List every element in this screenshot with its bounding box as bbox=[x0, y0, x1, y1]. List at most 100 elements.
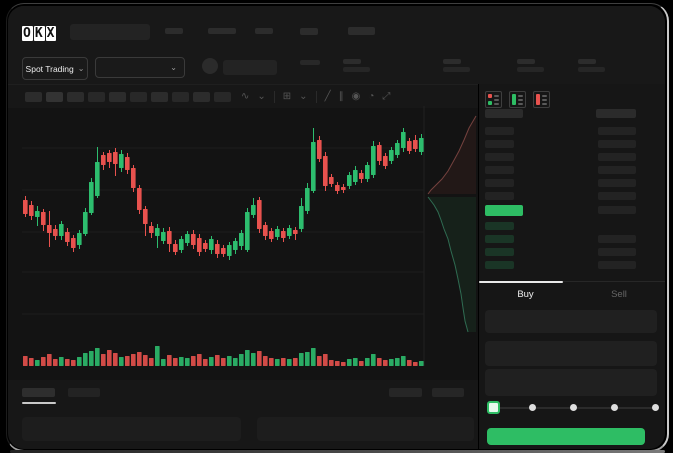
skeleton-nav-item bbox=[208, 28, 236, 34]
skeleton-stat-value bbox=[443, 67, 470, 72]
ask-row-bar bbox=[598, 166, 636, 174]
skeleton-timeframe-button bbox=[151, 91, 168, 102]
buy-tab-indicator bbox=[479, 281, 563, 283]
market-type-dropdown[interactable]: Spot Trading ⌄ bbox=[22, 57, 88, 80]
skeleton-stat-label bbox=[578, 59, 596, 64]
ask-row-bar bbox=[598, 192, 636, 200]
chart-tool-icons: ∿ ⌄ ⊞ ⌄ ╱ ∥ ◉ ◔ ⤢ bbox=[241, 90, 391, 103]
pair-selector-dropdown[interactable]: ⌄ bbox=[95, 57, 185, 78]
slider-handle[interactable] bbox=[487, 401, 500, 414]
skeleton-stat-label bbox=[443, 59, 461, 64]
orders-tab-active[interactable] bbox=[22, 388, 55, 397]
chevron-down-icon[interactable]: ⌄ bbox=[257, 90, 266, 102]
last-price-pill bbox=[485, 205, 523, 216]
ask-row-bar bbox=[485, 179, 514, 187]
ask-row-bar bbox=[485, 166, 514, 174]
chart-toolbar: ∿ ⌄ ⊞ ⌄ ╱ ∥ ◉ ◔ ⤢ bbox=[8, 85, 478, 108]
bid-row-bar bbox=[598, 235, 636, 243]
ask-row-bar bbox=[485, 140, 514, 148]
skeleton-timeframe-button bbox=[193, 91, 210, 102]
active-tab-underline bbox=[22, 402, 56, 404]
ask-row-bar bbox=[485, 153, 514, 161]
bid-row-bar bbox=[485, 222, 514, 230]
skeleton-timeframe-button bbox=[67, 91, 84, 102]
ask-row-bar bbox=[598, 140, 636, 148]
expand-icon[interactable]: ⤢ bbox=[382, 90, 391, 102]
parallel-lines-icon[interactable]: ∥ bbox=[338, 90, 344, 102]
skeleton-timeframe-button bbox=[46, 91, 63, 102]
chevron-down-icon[interactable]: ⌄ bbox=[299, 90, 308, 102]
skeleton-stat bbox=[300, 60, 320, 65]
device-base-edge bbox=[10, 450, 665, 453]
bid-row-bar bbox=[598, 248, 636, 256]
slider-stop[interactable] bbox=[529, 404, 536, 411]
skeleton-stat-value bbox=[578, 67, 605, 72]
chevron-down-icon: ⌄ bbox=[77, 63, 85, 73]
slider-stop[interactable] bbox=[611, 404, 618, 411]
candle-style-icon[interactable]: ∿ bbox=[241, 90, 250, 102]
skeleton-timeframe-button bbox=[130, 91, 147, 102]
skeleton-stat-value bbox=[517, 67, 544, 72]
ask-row-bar bbox=[598, 179, 636, 187]
trade-tabs: Buy Sell bbox=[479, 281, 665, 306]
orderbook-header-price bbox=[485, 109, 523, 118]
history-icon[interactable]: ◔ bbox=[368, 90, 375, 102]
tab-buy[interactable]: Buy bbox=[517, 289, 534, 300]
market-type-label: Spot Trading bbox=[25, 63, 74, 74]
skeleton-stat-value bbox=[343, 67, 370, 72]
orderbook-layout-bids-icon[interactable] bbox=[509, 91, 526, 108]
skeleton-timeframe-button bbox=[214, 91, 231, 102]
snapshot-icon[interactable]: ◉ bbox=[351, 90, 361, 102]
skeleton-stat-label bbox=[517, 59, 535, 64]
ask-row-bar bbox=[485, 192, 514, 200]
bid-row-bar bbox=[485, 261, 514, 269]
separator bbox=[315, 90, 317, 103]
skeleton-pair-name bbox=[223, 60, 277, 75]
orderbook-layout-both-icon[interactable] bbox=[485, 91, 502, 108]
skeleton-search bbox=[70, 24, 150, 40]
trendline-icon[interactable]: ╱ bbox=[324, 90, 331, 102]
skeleton-timeframe-button bbox=[109, 91, 126, 102]
skeleton-panel bbox=[22, 417, 241, 441]
separator bbox=[273, 90, 275, 103]
ask-row-bar bbox=[598, 127, 636, 135]
skeleton-nav-item bbox=[165, 28, 183, 34]
skeleton-timeframe-button bbox=[88, 91, 105, 102]
skeleton-panel bbox=[257, 417, 474, 441]
orders-tab[interactable] bbox=[68, 388, 100, 397]
slider-stop[interactable] bbox=[570, 404, 577, 411]
price-input-skeleton[interactable] bbox=[485, 310, 657, 333]
skeleton-timeframe-button bbox=[172, 91, 189, 102]
skeleton-stat-label bbox=[343, 59, 361, 64]
tab-sell[interactable]: Sell bbox=[611, 289, 627, 300]
chevron-down-icon: ⌄ bbox=[170, 62, 177, 72]
coin-avatar bbox=[202, 58, 218, 74]
candlestick-chart[interactable] bbox=[8, 108, 478, 380]
orderbook-row-bar bbox=[598, 206, 636, 214]
total-input-skeleton[interactable] bbox=[485, 369, 657, 396]
ask-row-bar bbox=[598, 153, 636, 161]
orderbook-layout-asks-icon[interactable] bbox=[533, 91, 550, 108]
skeleton-action[interactable] bbox=[389, 388, 422, 397]
ask-row-bar bbox=[485, 127, 514, 135]
skeleton-action[interactable] bbox=[432, 388, 464, 397]
indicator-icon[interactable]: ⊞ bbox=[282, 90, 292, 102]
orderbook-trade-panel: Buy Sell bbox=[478, 84, 665, 449]
skeleton-nav-item bbox=[300, 28, 318, 35]
orderbook-view-toggles bbox=[485, 91, 550, 108]
orders-section bbox=[8, 380, 478, 449]
skeleton-timeframe-button bbox=[25, 91, 42, 102]
buy-submit-button[interactable] bbox=[487, 428, 645, 445]
orderbook-header-amount bbox=[596, 109, 636, 118]
bid-row-bar bbox=[598, 261, 636, 269]
bid-row-bar bbox=[485, 248, 514, 256]
slider-stop[interactable] bbox=[652, 404, 659, 411]
sub-header: Spot Trading ⌄ ⌄ bbox=[8, 52, 665, 85]
skeleton-nav-item bbox=[255, 28, 273, 34]
bid-row-bar bbox=[485, 235, 514, 243]
amount-input-skeleton[interactable] bbox=[485, 341, 657, 366]
